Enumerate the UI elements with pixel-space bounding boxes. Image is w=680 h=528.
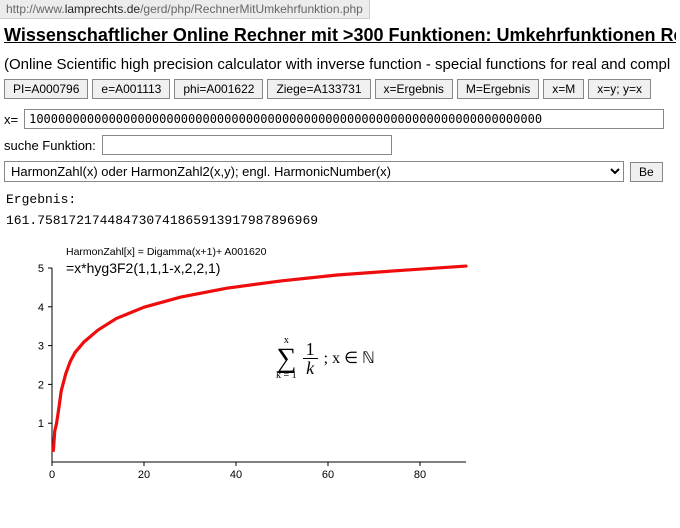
result-block: Ergebnis: 161.75817217448473074186591391… — [6, 190, 674, 232]
constant-button-row: PI=A000796 e=A001113 phi=A001622 Ziege=A… — [4, 79, 676, 99]
url-prefix: http://www. — [6, 2, 65, 16]
x-m-button[interactable]: x=M — [543, 79, 584, 99]
function-select[interactable]: HarmonZahl(x) oder HarmonZahl2(x,y); eng… — [4, 161, 624, 182]
result-label: Ergebnis: — [6, 190, 674, 211]
svg-text:20: 20 — [138, 469, 150, 481]
svg-text:80: 80 — [414, 469, 426, 481]
search-label: suche Funktion: — [4, 138, 96, 153]
svg-text:4: 4 — [38, 301, 44, 313]
calculate-button[interactable]: Be — [630, 162, 663, 182]
svg-text:2: 2 — [38, 379, 44, 391]
x-input[interactable] — [24, 109, 664, 129]
svg-text:60: 60 — [322, 469, 334, 481]
result-value: 161.758172174484730741865913917987896969 — [6, 211, 674, 232]
search-input[interactable] — [102, 135, 392, 155]
page-title: Wissenschaftlicher Online Rechner mit >3… — [4, 25, 676, 46]
x-label: x= — [4, 112, 18, 127]
svg-text:3: 3 — [38, 340, 44, 352]
swap-xy-button[interactable]: x=y; y=x — [588, 79, 651, 99]
svg-text:0: 0 — [49, 469, 55, 481]
svg-text:5: 5 — [38, 263, 44, 275]
pi-button[interactable]: PI=A000796 — [4, 79, 88, 99]
x-row: x= — [4, 109, 676, 129]
fraction-den: k — [303, 359, 317, 377]
search-row: suche Funktion: — [4, 135, 676, 155]
sigma-icon: ∑ — [276, 346, 296, 371]
chart: HarmonZahl[x] = Digamma(x+1)+ A001620 =x… — [16, 246, 496, 506]
e-button[interactable]: e=A001113 — [92, 79, 170, 99]
chart-svg: 1 2 3 4 5 0 20 40 60 80 — [16, 258, 476, 488]
url-path: /gerd/php/RechnerMitUmkehrfunktion.php — [140, 2, 363, 16]
chart-formula: x ∑ k = 1 1 k ; x ∈ ℕ — [276, 336, 375, 381]
ziege-button[interactable]: Ziege=A133731 — [267, 79, 370, 99]
url-host: lamprechts.de — [65, 2, 140, 16]
formula-condition: ; x ∈ ℕ — [324, 348, 375, 368]
fraction-num: 1 — [303, 340, 318, 359]
m-ergebnis-button[interactable]: M=Ergebnis — [457, 79, 539, 99]
phi-button[interactable]: phi=A001622 — [174, 79, 263, 99]
svg-text:1: 1 — [38, 418, 44, 430]
url-bar: http://www.lamprechts.de/gerd/php/Rechne… — [0, 0, 370, 19]
x-ergebnis-button[interactable]: x=Ergebnis — [375, 79, 453, 99]
svg-text:40: 40 — [230, 469, 242, 481]
sum-lower: k = 1 — [276, 371, 297, 381]
sigma-notation: x ∑ k = 1 — [276, 336, 297, 381]
page-subtitle: (Online Scientific high precision calcul… — [4, 56, 676, 73]
fraction: 1 k — [303, 340, 318, 377]
function-row: HarmonZahl(x) oder HarmonZahl2(x,y); eng… — [4, 161, 676, 182]
